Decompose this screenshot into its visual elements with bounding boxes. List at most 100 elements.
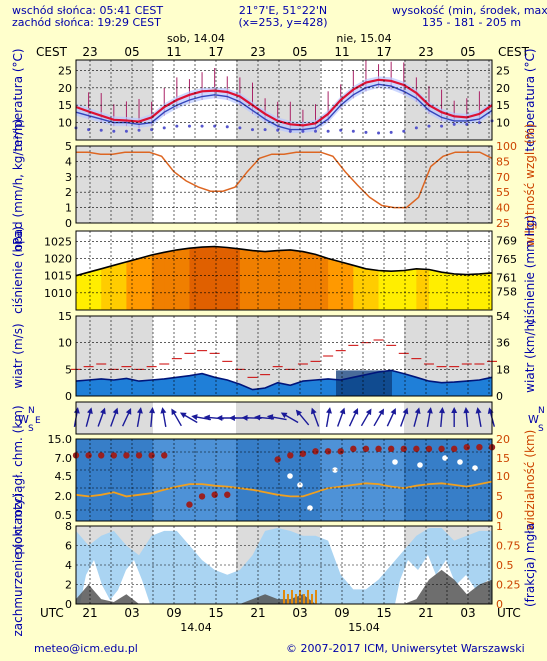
cloud-base-dot <box>362 445 370 453</box>
dew-point-dot <box>213 124 217 128</box>
pressure-tick-right: 761 <box>496 271 517 284</box>
cloud-base-dot <box>110 452 118 459</box>
pressure-tick-left: 1015 <box>44 270 72 283</box>
precip-tick-left: 0 <box>65 217 72 230</box>
elevation-label: wysokość (min, środek, max <box>392 4 547 17</box>
panel-precipitation: 0 1 2 3 4 5 25 40 55 70 85 100 opad (mm/h, kg/m²/h) w… <box>11 119 537 252</box>
dew-point-dot <box>288 129 292 133</box>
cloud-base-dot <box>186 501 193 508</box>
panel-border <box>75 145 493 224</box>
pressure-column <box>441 272 455 310</box>
pressure-column <box>378 270 392 310</box>
pressure-tick-right: 769 <box>496 234 517 247</box>
pressure-column <box>126 258 140 310</box>
pressure-column <box>340 261 354 310</box>
wind-arrow <box>160 407 167 427</box>
panel-visibility: 15.0 7.0 4.5 2.0 0.5 20 15 10 5 0 pion. rozciągł. … <box>11 405 537 554</box>
pressure-axis-label: ciśnienie (hPa) <box>11 226 25 314</box>
dew-point-dot <box>200 124 204 128</box>
temp-tick-right: 10 <box>496 117 510 130</box>
wind-axis-label: wiatr (m/s) <box>11 323 25 388</box>
wind-arrow-head <box>402 407 409 415</box>
wind-arrow-head <box>136 407 143 414</box>
pressure-column <box>139 255 153 310</box>
visibility-tick-left: 0.5 <box>55 509 73 522</box>
wind-arrow-head <box>439 407 446 414</box>
visibility-tick-right: 10 <box>496 470 510 483</box>
sunset-text: zachód słońca: 19:29 CEST <box>12 16 161 29</box>
bottom-tick-label: 21 <box>82 606 97 620</box>
top-tick-label: 11 <box>334 45 349 59</box>
cloud-base-dot <box>299 450 307 457</box>
wind-arrow <box>149 407 156 428</box>
pressure-column <box>189 247 203 310</box>
pressure-column <box>328 258 342 310</box>
top-tick-label: 17 <box>376 45 391 59</box>
temp-tick-left: 25 <box>58 64 72 77</box>
pressure-tick-left: 1010 <box>44 287 72 300</box>
wind-arrow-head <box>112 407 119 415</box>
cloud-base-dot <box>85 452 92 459</box>
precip-tick-left: 1 <box>65 202 72 215</box>
top-tick-label: 23 <box>418 45 433 59</box>
dew-point-dot <box>339 128 343 132</box>
wind-arrow <box>179 412 198 424</box>
bottom-tick-label: 21 <box>250 606 265 620</box>
pressure-column <box>416 268 430 310</box>
compass-w: W <box>18 413 29 426</box>
humidity-tick-right: 100 <box>496 140 517 153</box>
pressure-column <box>101 265 115 310</box>
wind-arrow <box>360 408 372 427</box>
cloud-top-dot <box>332 467 338 473</box>
grid-text: (x=253, y=428) <box>238 16 327 29</box>
dew-point-dot <box>124 129 128 133</box>
footer-email[interactable]: meteo@icm.edu.pl <box>34 642 138 655</box>
wind-arrow <box>426 407 433 427</box>
humidity-axis-label: wilgotność wzgl. (%) <box>523 123 537 246</box>
cloud-base-dot <box>198 493 206 500</box>
cloud-base-dot <box>98 452 105 459</box>
cloud-base-dot <box>413 445 420 453</box>
wind-arrow <box>336 407 346 427</box>
tz-top-left: CEST <box>36 45 68 59</box>
precip-tick-left: 5 <box>65 140 72 153</box>
cloud-top-dot <box>307 505 313 511</box>
wind-axis-label-right: wiatr (km/h) <box>523 319 537 393</box>
visibility-night <box>404 439 492 521</box>
pressure-column <box>428 269 443 310</box>
pressure-column <box>164 249 178 310</box>
date1-label: 14.04 <box>180 621 212 634</box>
dew-point-dot <box>238 126 242 130</box>
pressure-column <box>466 273 480 310</box>
dew-point-dot <box>112 129 116 133</box>
wind-arrow <box>325 407 332 427</box>
cloud-base-dot <box>350 445 357 453</box>
dew-point-dot <box>187 124 191 128</box>
temp-tick-left: 15 <box>58 99 72 112</box>
visibility-fill <box>76 439 492 521</box>
dew-point-dot <box>351 129 355 133</box>
wind-tick-right: 18 <box>496 363 510 376</box>
cloud-tick-left: 0 <box>65 598 72 611</box>
pressure-axis-label-right: ciśnienie (mm Hg) <box>523 215 537 325</box>
temp-axis-label: temperatura (°C) <box>11 48 25 151</box>
dew-point-dot <box>465 122 469 126</box>
wind-tick-left: 15 <box>58 310 72 323</box>
day1-label: sob, 14.04 <box>167 32 225 45</box>
precip-tick-left: 3 <box>65 171 72 184</box>
wind-arrow <box>463 407 470 428</box>
panel-border <box>75 438 493 522</box>
wind-arrow-head <box>365 408 372 416</box>
dew-point-dot <box>414 126 418 130</box>
dew-point-dot <box>137 128 141 132</box>
wind-arrow-head <box>228 415 235 421</box>
cloud-top-dot <box>392 459 398 465</box>
visibility-line <box>75 480 493 498</box>
pressure-column <box>353 265 367 310</box>
cloud-base-dot <box>324 448 332 455</box>
top-tick-label: 23 <box>250 45 265 59</box>
visibility-axis-label: widzialność (km) <box>523 430 537 531</box>
wind-arrow-head <box>191 414 198 421</box>
pressure-tick-right: 758 <box>496 285 517 298</box>
wind-tick-right: 36 <box>496 337 510 350</box>
